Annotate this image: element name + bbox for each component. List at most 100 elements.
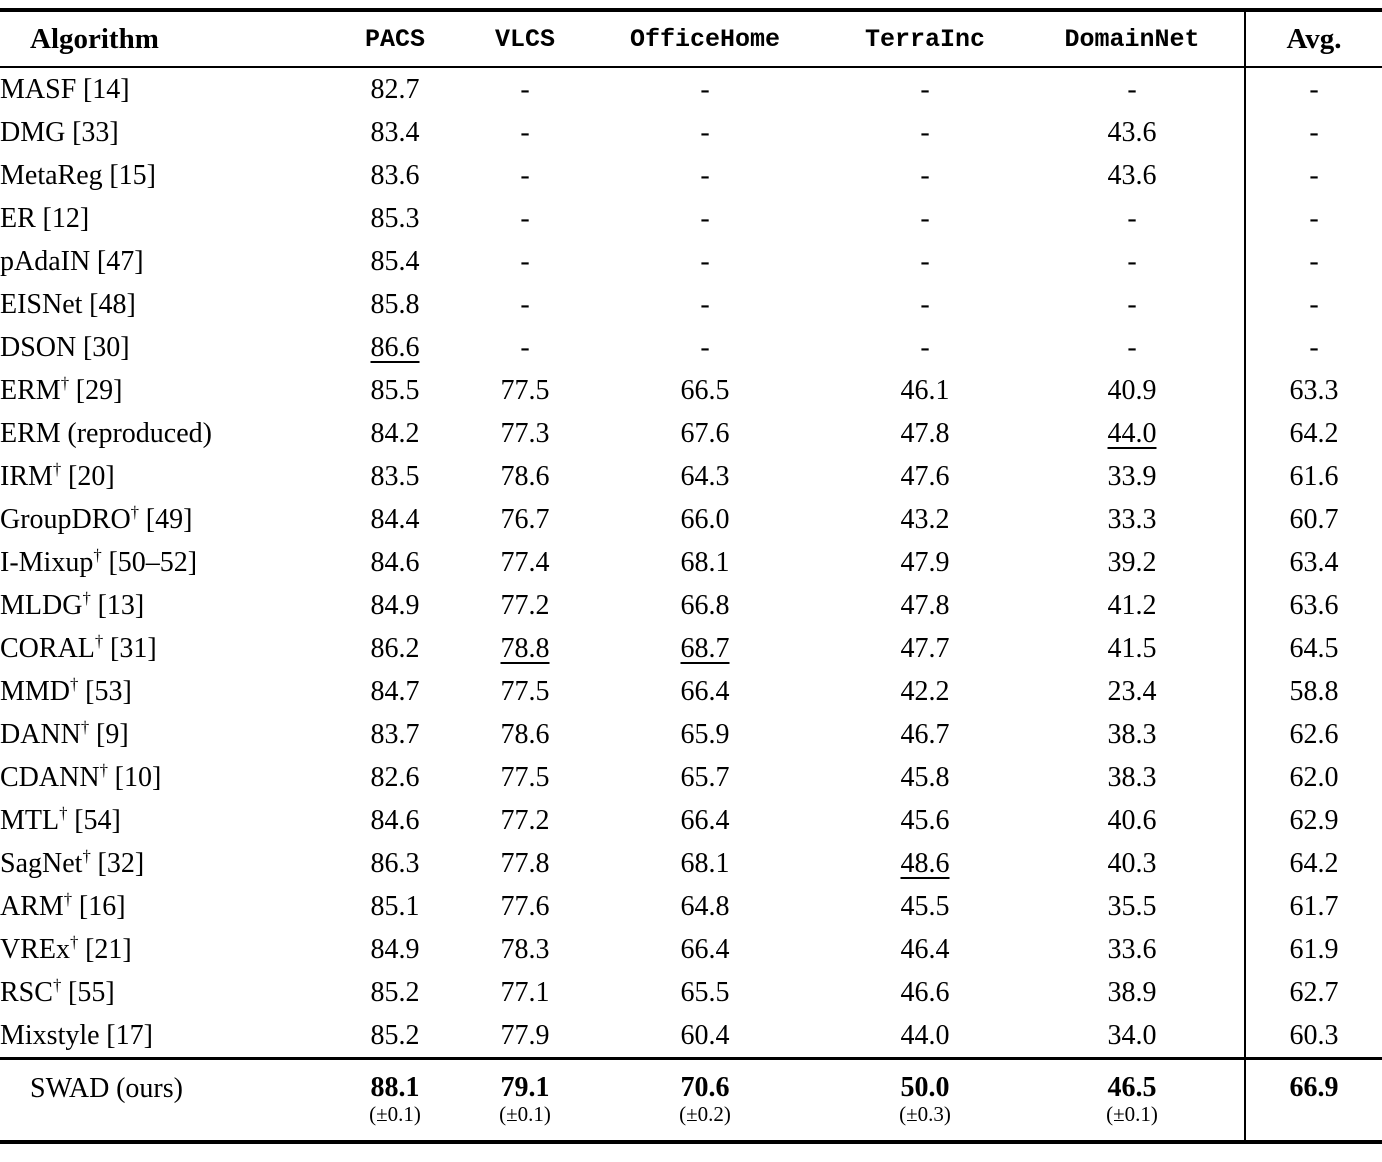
value-cell-terrainc: 47.8 (830, 584, 1020, 627)
dagger-mark: † (93, 545, 102, 565)
value-cell-officehome: 60.4 (580, 1014, 830, 1059)
score-value: 65.7 (680, 761, 730, 793)
value-cell-avg: - (1244, 326, 1382, 369)
score-value: 66.8 (680, 589, 730, 621)
table-row: Mixstyle [17] 85.2 77.9 60.4 44.0 34.0 60.3 (0, 1014, 1382, 1059)
citation-ref: [9] (96, 718, 129, 750)
value-cell-pacs: 82.6 (320, 756, 470, 799)
score-value: - (920, 331, 930, 363)
algorithm-cell: MASF [14] (0, 67, 320, 111)
score-value: 78.3 (500, 933, 550, 965)
algorithm-cell: MMD† [53] (0, 670, 320, 713)
score-value: 44.0 (1107, 417, 1157, 449)
citation-ref: [50–52] (108, 546, 198, 578)
dagger-mark: † (99, 760, 108, 780)
score-value: 65.5 (680, 976, 730, 1008)
algorithm-name: pAdaIN (0, 245, 91, 277)
score-value: 66.4 (680, 933, 730, 965)
algorithm-cell: VREx† [21] (0, 928, 320, 971)
citation-ref: [13] (97, 589, 145, 621)
score-value: 85.4 (370, 245, 420, 277)
value-cell-terrainc: 47.7 (830, 627, 1020, 670)
algorithm-cell: DMG [33] (0, 111, 320, 154)
value-cell-pacs: 84.6 (320, 541, 470, 584)
table-row: CORAL† [31] 86.2 78.8 68.7 47.7 41.5 64.5 (0, 627, 1382, 670)
score-value: - (700, 202, 710, 234)
score-value: 84.6 (370, 546, 420, 578)
citation-ref: [55] (68, 976, 115, 1008)
score-value: 83.7 (370, 718, 420, 750)
score-value: - (920, 159, 930, 191)
score-value: 40.6 (1107, 804, 1157, 836)
value-cell-officehome: 64.3 (580, 455, 830, 498)
value-cell-domainnet: 41.5 (1020, 627, 1245, 670)
value-cell-terrainc: 46.1 (830, 369, 1020, 412)
algorithm-name: EISNet (0, 288, 83, 320)
citation-ref: [32] (97, 847, 145, 879)
value-cell-domainnet: 40.3 (1020, 842, 1245, 885)
algorithm-name: Mixstyle (0, 1019, 100, 1051)
value-cell-vlcs: - (470, 197, 580, 240)
table-row: ARM† [16] 85.1 77.6 64.8 45.5 35.5 61.7 (0, 885, 1382, 928)
score-value: 60.7 (1289, 503, 1339, 535)
value-cell-vlcs: 78.8 (470, 627, 580, 670)
algorithm-cell: ARM† [16] (0, 885, 320, 928)
score-value: 33.3 (1107, 503, 1157, 535)
algorithm-name: ER (0, 202, 36, 234)
value-cell-avg: 62.7 (1244, 971, 1382, 1014)
score-value: - (920, 116, 930, 148)
value-cell-avg: 66.9 (1244, 1058, 1382, 1142)
algorithm-name: CORAL (0, 632, 95, 664)
citation-ref: [14] (82, 73, 130, 105)
value-cell-domainnet: 40.9 (1020, 369, 1245, 412)
score-value: - (520, 245, 530, 277)
citation-ref: [33] (72, 116, 119, 148)
value-cell-officehome: 68.1 (580, 541, 830, 584)
score-value: 77.3 (500, 417, 550, 449)
score-value: - (1309, 331, 1319, 363)
citation-ref: [47] (96, 245, 144, 277)
dagger-mark: † (82, 846, 91, 866)
value-cell-vlcs: 77.2 (470, 799, 580, 842)
value-cell-officehome: - (580, 283, 830, 326)
score-value: 84.9 (370, 589, 420, 621)
value-cell-pacs: 86.2 (320, 627, 470, 670)
table-row: SagNet† [32] 86.3 77.8 68.1 48.6 40.3 64.2 (0, 842, 1382, 885)
score-value: 77.5 (500, 675, 550, 707)
algorithm-cell: RSC† [55] (0, 971, 320, 1014)
score-value: 58.8 (1289, 675, 1339, 707)
value-cell-vlcs: 76.7 (470, 498, 580, 541)
value-cell-pacs: 82.7 (320, 67, 470, 111)
value-cell-officehome: 70.6 (±0.2) (580, 1059, 830, 1142)
score-value: 77.9 (500, 1019, 550, 1051)
col-header-terrainc: TerraInc (830, 10, 1020, 68)
algorithm-name: DSON (0, 331, 77, 363)
value-cell-terrainc: - (830, 111, 1020, 154)
citation-ref: [53] (85, 675, 132, 707)
value-cell-vlcs: 78.6 (470, 713, 580, 756)
value-cell-domainnet: 33.3 (1020, 498, 1245, 541)
value-cell-domainnet: - (1020, 283, 1245, 326)
dagger-mark: † (60, 373, 70, 393)
value-cell-avg: 58.8 (1244, 670, 1382, 713)
score-value: 84.6 (370, 804, 420, 836)
score-value: 77.2 (500, 589, 550, 621)
score-value: - (1127, 202, 1137, 234)
score-value: 84.4 (370, 503, 420, 535)
value-cell-domainnet: 35.5 (1020, 885, 1245, 928)
col-header-vlcs: VLCS (470, 10, 580, 68)
value-cell-pacs: 85.8 (320, 283, 470, 326)
score-value: - (920, 245, 930, 277)
algorithm-cell: EISNet [48] (0, 283, 320, 326)
table-row: MLDG† [13] 84.9 77.2 66.8 47.8 41.2 63.6 (0, 584, 1382, 627)
score-value: - (1127, 73, 1137, 105)
value-cell-avg: 61.9 (1244, 928, 1382, 971)
col-header-pacs: PACS (320, 10, 470, 68)
score-value: 88.1 (370, 1072, 420, 1103)
value-cell-terrainc: 47.8 (830, 412, 1020, 455)
score-value: 35.5 (1107, 890, 1157, 922)
algorithm-cell: IRM† [20] (0, 455, 320, 498)
value-cell-vlcs: - (470, 111, 580, 154)
value-cell-vlcs: 77.6 (470, 885, 580, 928)
score-value: 33.6 (1107, 933, 1157, 965)
